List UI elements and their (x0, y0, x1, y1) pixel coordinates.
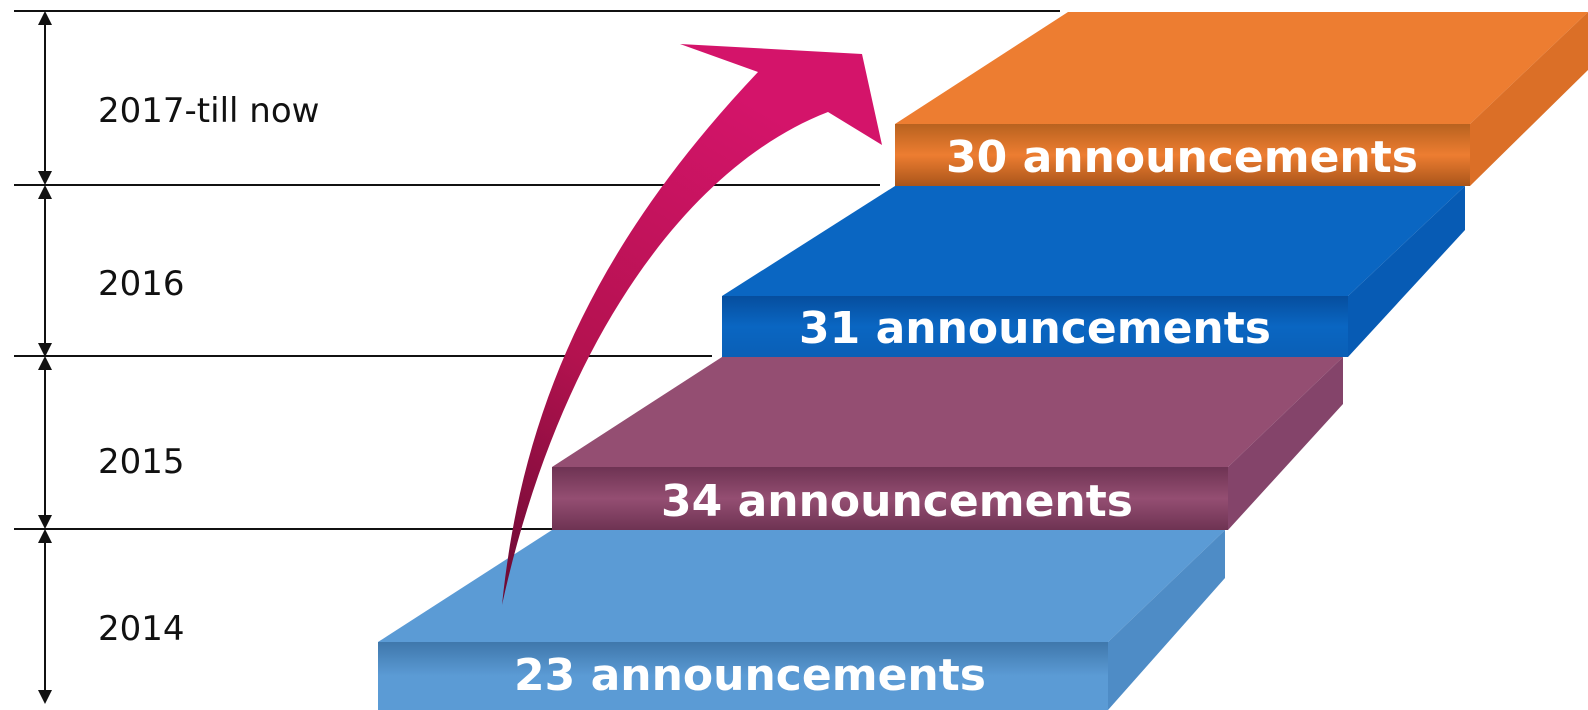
step-2014-side (1108, 530, 1225, 710)
step-2015-label: 34 announcements (661, 476, 1133, 527)
step-2017-top (895, 12, 1588, 124)
step-2016-top (722, 186, 1465, 296)
step-2014-label: 23 announcements (514, 650, 986, 701)
step-2017: 30 announcements (895, 12, 1588, 186)
step-2014-top (378, 530, 1225, 642)
year-label-2015: 2015 (98, 442, 185, 482)
year-label-2016: 2016 (98, 264, 185, 304)
step-2016: 31 announcements (722, 186, 1465, 357)
step-2015-front (552, 467, 1228, 530)
separator-lines (14, 10, 1060, 530)
step-2014: 23 announcements (378, 530, 1225, 710)
year-label-2014: 2014 (98, 609, 185, 649)
step-2016-label: 31 announcements (799, 303, 1271, 354)
year-label-2017: 2017-till now (98, 91, 319, 131)
growth-arrow (502, 44, 882, 605)
step-2017-label: 30 announcements (946, 132, 1418, 183)
step-2015-side (1228, 357, 1343, 530)
step-2016-side (1348, 186, 1465, 357)
step-2017-front (895, 124, 1470, 186)
step-2014-front (378, 642, 1108, 710)
step-2015: 34 announcements (552, 357, 1343, 530)
step-2016-front (722, 296, 1348, 357)
step-2017-side (1470, 12, 1588, 186)
step-2015-top (552, 357, 1343, 467)
